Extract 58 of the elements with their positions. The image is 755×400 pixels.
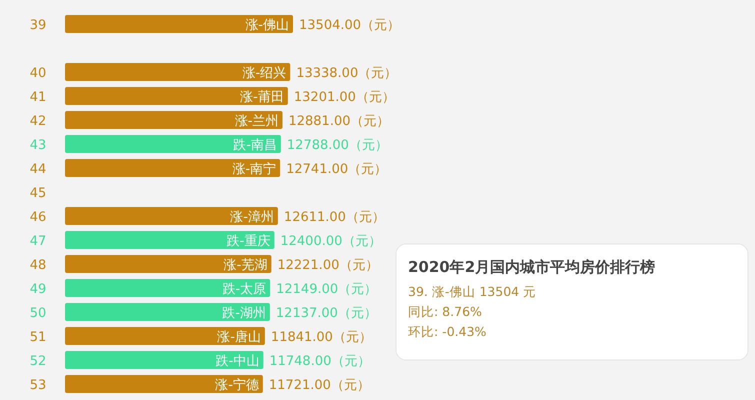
data-label: 11841.00（元） bbox=[270, 330, 372, 345]
y-tick-label: 39 bbox=[30, 18, 46, 33]
annotation: 涨-绍兴 bbox=[242, 66, 286, 81]
y-tick-label: 40 bbox=[30, 66, 46, 81]
y-tick-label: 50 bbox=[30, 306, 46, 321]
annotation: 涨-南宁 bbox=[232, 161, 276, 177]
data-label: 12137.00（元） bbox=[276, 306, 377, 321]
bar bbox=[65, 279, 270, 297]
bar bbox=[65, 255, 272, 273]
card: 2020年2月国内城市平均房价排行榜 39. 涨-佛山 13504 元 同比: 8.76% 环比: -0.43% bbox=[396, 244, 748, 360]
bar bbox=[65, 231, 274, 249]
annotation: 涨-漳州 bbox=[230, 210, 274, 225]
y-tick-label: 47 bbox=[30, 234, 46, 249]
annotation: 涨-唐山 bbox=[217, 330, 261, 345]
data-label: 12611.00（元） bbox=[284, 210, 385, 225]
annotation: 涨-芜湖 bbox=[224, 258, 268, 273]
y-tick-label: 51 bbox=[30, 330, 46, 345]
annotation: 跌-太原 bbox=[222, 282, 266, 297]
annotation: 跌-重庆 bbox=[226, 234, 270, 249]
bar bbox=[65, 303, 270, 321]
bar bbox=[65, 351, 264, 369]
annotation: 涨-兰州 bbox=[234, 114, 278, 129]
y-tick-label: 41 bbox=[30, 90, 46, 105]
data-label: 11748.00（元） bbox=[269, 354, 370, 369]
data-label: 12881.00（元） bbox=[288, 114, 390, 129]
y-tick-label: 49 bbox=[30, 282, 46, 297]
data-label: 13338.00（元） bbox=[296, 66, 398, 81]
data-label: 12788.00（元） bbox=[286, 138, 388, 153]
y-tick-label: 53 bbox=[30, 378, 46, 393]
y-tick-label: 43 bbox=[30, 138, 46, 153]
annotation: 跌-南昌 bbox=[233, 138, 277, 153]
annotation: 涨-宁德 bbox=[215, 377, 259, 393]
y-tick-label: 46 bbox=[30, 210, 46, 225]
y-tick-label: 45 bbox=[30, 186, 46, 201]
data-label: 12400.00（元） bbox=[280, 234, 382, 249]
data-label: 13201.00（元） bbox=[294, 90, 395, 105]
bar bbox=[65, 159, 280, 177]
annotation: 涨-佛山 bbox=[245, 18, 289, 33]
bar bbox=[65, 111, 282, 129]
data-label: 12221.00（元） bbox=[277, 258, 378, 273]
annotation: 涨-莆田 bbox=[240, 90, 284, 105]
y-tick-label: 48 bbox=[30, 258, 46, 273]
bar bbox=[65, 15, 293, 33]
bar bbox=[65, 63, 290, 81]
bar bbox=[65, 87, 288, 105]
data-label: 11721.00（元） bbox=[268, 378, 370, 393]
data-label: 13504.00（元） bbox=[299, 18, 400, 33]
data-label: 12149.00（元） bbox=[276, 282, 378, 297]
y-tick-label: 52 bbox=[30, 354, 46, 369]
y-tick-label: 42 bbox=[30, 114, 46, 129]
bar bbox=[65, 207, 278, 225]
annotation: 跌-中山 bbox=[216, 354, 260, 369]
bar bbox=[65, 135, 281, 153]
bar bbox=[65, 327, 265, 345]
annotation: 跌-湖州 bbox=[222, 306, 266, 321]
data-label: 12741.00（元） bbox=[286, 162, 388, 177]
bar bbox=[65, 375, 263, 393]
y-tick-label: 44 bbox=[30, 162, 46, 177]
